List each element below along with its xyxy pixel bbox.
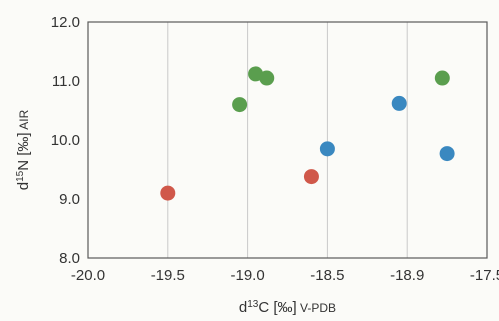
x-tick-label: -18.5 xyxy=(310,267,344,284)
x-tick-label: -20.0 xyxy=(71,267,105,284)
y-tick-label: 10.0 xyxy=(51,132,80,149)
y-axis-label-prefix: d xyxy=(15,182,32,190)
y-axis-label-main: N [‰] xyxy=(15,132,32,170)
y-axis-label-suffix: AIR xyxy=(17,109,31,132)
y-tick-label: 9.0 xyxy=(59,191,80,208)
data-point xyxy=(160,185,176,201)
grid-lines xyxy=(167,22,408,258)
data-point xyxy=(303,169,319,185)
x-tick-label: -19.5 xyxy=(151,267,185,284)
x-tick-label: -19.0 xyxy=(230,267,264,284)
data-point xyxy=(434,70,450,86)
x-tick-labels: -20.0 -19.5 -19.0 -18.5 -18.9 -17.5 xyxy=(71,267,499,284)
x-axis-label-superscript: 13 xyxy=(247,299,259,310)
x-axis-label-suffix: V-PDB xyxy=(297,301,336,315)
y-axis-label: d15N [‰] AIR xyxy=(15,109,33,190)
x-tick-label: -17.5 xyxy=(470,267,499,284)
y-tick-labels: 8.0 9.0 10.0 11.0 12.0 xyxy=(51,14,80,267)
y-axis-label-superscript: 15 xyxy=(15,170,26,182)
data-point xyxy=(439,146,455,162)
x-tick-label: -18.9 xyxy=(390,267,424,284)
data-points xyxy=(160,66,455,201)
data-point xyxy=(232,97,248,113)
plot-frame xyxy=(87,21,488,259)
y-tick-label: 11.0 xyxy=(52,73,80,90)
y-tick-label: 12.0 xyxy=(51,14,80,31)
data-point xyxy=(319,141,335,157)
data-point xyxy=(391,95,407,111)
x-axis-label: d13C [‰] V-PDB xyxy=(239,299,336,317)
y-tick-label: 8.0 xyxy=(59,250,80,267)
x-axis-label-prefix: d xyxy=(239,299,247,316)
x-axis-label-main: C [‰] xyxy=(258,299,296,316)
data-point xyxy=(259,70,275,86)
